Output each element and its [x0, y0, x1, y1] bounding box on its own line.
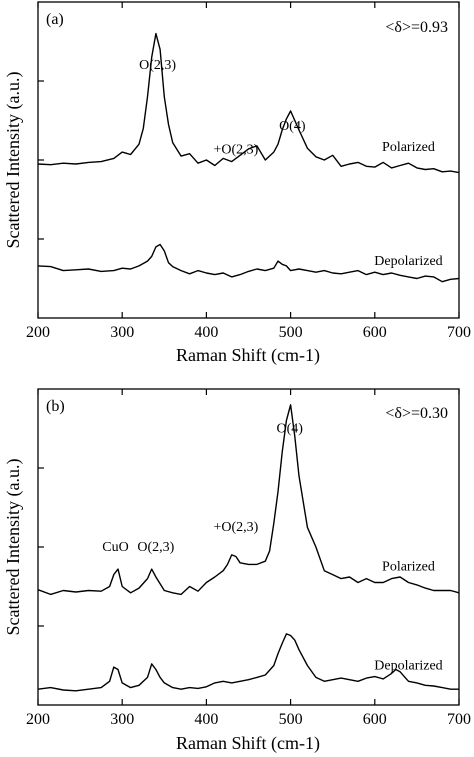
- x-axis-label: Raman Shift (cm-1): [176, 345, 320, 366]
- x-tick-label: 700: [447, 324, 471, 341]
- x-tick-label: 500: [279, 711, 303, 728]
- series-group: Polarized Depolarized: [37, 404, 460, 692]
- peak-annotation: O(2,3): [139, 58, 176, 73]
- x-tick-label: 600: [363, 324, 387, 341]
- series-polarized-line: [37, 32, 460, 174]
- annotation-group: CuO O(2,3) +O(2,3) O(4): [102, 421, 303, 555]
- peak-annotation: CuO: [102, 540, 128, 555]
- series-group: Polarized Depolarized: [37, 32, 460, 283]
- delta-label: <δ>=0.93: [385, 19, 448, 36]
- series-depolarized-label: Depolarized: [374, 254, 442, 269]
- x-tick-label: 400: [194, 711, 218, 728]
- peak-annotation: O(2,3): [137, 540, 174, 555]
- series-polarized-line: [37, 404, 460, 596]
- panel-label: (a): [46, 11, 64, 28]
- peak-annotation: +O(2,3): [213, 143, 258, 158]
- x-tick-label: 200: [26, 324, 50, 341]
- panel-label: (b): [46, 398, 65, 415]
- series-depolarized-label: Depolarized: [374, 658, 442, 673]
- tick-group: 200 300 400 500 600 700: [26, 2, 471, 341]
- plot-frame: [37, 1, 460, 319]
- x-tick-label: 600: [363, 711, 387, 728]
- panel-a: (a) <δ>=0.93 Scattered Intensity (a.u.) …: [3, 1, 471, 366]
- series-depolarized-line: [37, 243, 460, 283]
- x-tick-label: 500: [279, 324, 303, 341]
- series-polarized-label: Polarized: [382, 140, 435, 155]
- x-tick-label: 300: [110, 711, 134, 728]
- x-axis-label: Raman Shift (cm-1): [176, 733, 320, 754]
- delta-label: <δ>=0.30: [385, 405, 448, 422]
- panel-b: (b) <δ>=0.30 Scattered Intensity (a.u.) …: [3, 388, 471, 754]
- series-polarized-label: Polarized: [382, 560, 435, 575]
- x-tick-label: 700: [447, 711, 471, 728]
- annotation-group: O(2,3) +O(2,3) O(4): [139, 58, 306, 158]
- tick-group: 200 300 400 500 600 700: [26, 389, 471, 728]
- series-depolarized-line: [37, 633, 459, 692]
- y-axis-label: Scattered Intensity (a.u.): [3, 72, 24, 249]
- peak-annotation: O(4): [279, 119, 306, 134]
- x-tick-label: 200: [26, 711, 50, 728]
- x-tick-label: 300: [110, 324, 134, 341]
- peak-annotation: O(4): [277, 421, 304, 436]
- x-tick-label: 400: [194, 324, 218, 341]
- y-axis-label: Scattered Intensity (a.u.): [3, 459, 24, 636]
- peak-annotation: +O(2,3): [213, 520, 258, 535]
